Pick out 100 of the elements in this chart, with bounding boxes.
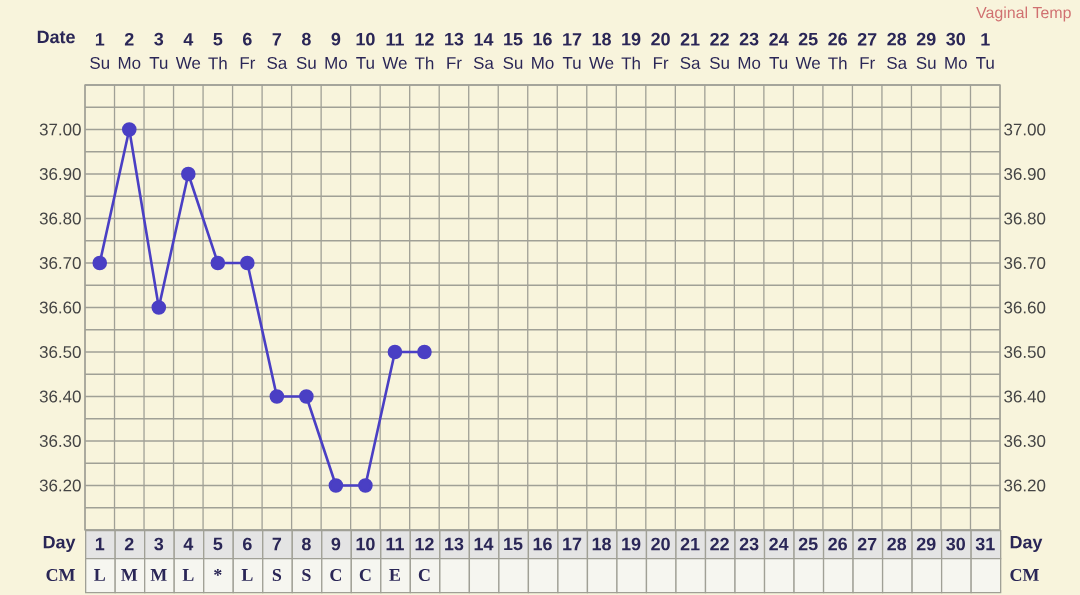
x-tick-label: 25 [798,537,818,551]
point [269,389,285,404]
x-tick-label: 5 [213,537,223,551]
text: Th [828,56,847,70]
x2-tick-label: 9 [331,32,341,46]
y-tick-label: 36.90 [39,168,81,180]
x-tick-label: 16 [533,537,552,551]
text: Tu [562,57,581,69]
text: Fr [240,57,256,69]
point [92,255,108,271]
text: * [214,569,222,576]
x-tick-label: 2 [124,537,134,551]
y2-tick-label: 36.50 [1004,346,1046,358]
text: Mo [325,57,347,69]
text: Th [414,56,434,70]
x2-tick-label: 27 [857,32,877,46]
text: E [389,569,400,581]
x-tick-label: 23 [739,537,759,551]
text: M [150,569,167,581]
x-tick-label: 14 [474,537,494,551]
point [328,478,344,493]
text: Mo [532,57,554,69]
y2-tick-label: 36.60 [1004,301,1046,314]
x2-tick-label: 25 [798,32,818,46]
x-tick-label: 19 [622,537,641,551]
x-tick-label: 26 [828,537,847,551]
x2-tick-label: 26 [828,32,847,46]
x2-tick-label: 18 [592,32,611,46]
text: C [359,568,371,582]
text: Tu [769,57,788,69]
x-tick-label: 11 [386,537,404,551]
x2-tick-label: 24 [769,32,789,46]
x-tick-label: 15 [504,537,523,551]
x2-tick-label: 2 [124,32,134,46]
y2-tick-label: 36.70 [1004,257,1046,269]
point [417,344,432,360]
y-tick-label: 36.60 [39,301,81,314]
x2-tick-label: 30 [946,32,965,46]
x2-tick-label: 17 [563,33,582,46]
text: Th [208,56,227,70]
text: Sa [887,57,908,69]
text: Tu [976,57,994,69]
text: S [272,568,282,582]
point [151,300,167,315]
y2-tick-label: 36.30 [1004,435,1046,447]
x-tick-label: 17 [563,537,582,551]
text: Su [90,57,109,69]
text: L [94,569,105,581]
text: Su [503,57,523,69]
x2-tick-label: 15 [504,32,523,46]
text: Sa [473,57,494,69]
x-tick-label: 22 [710,537,729,551]
x-tick-label: 12 [415,537,434,551]
text: C [330,568,342,582]
x2-tick-label: 29 [916,32,936,46]
text: CM [1010,568,1039,582]
text: Sa [680,57,701,69]
x-tick-label: 8 [301,537,311,551]
x2-tick-label: 10 [356,32,375,46]
x2-tick-label: 19 [622,32,641,46]
y2-tick-label: 36.80 [1004,212,1046,225]
x2-tick-label: 21 [680,32,700,46]
x2-tick-label: 8 [301,32,311,46]
y-tick-label: 36.50 [39,346,81,358]
x2-tick-label: 7 [272,33,282,46]
text: L [241,569,253,581]
y-tick-label: 36.30 [39,435,81,447]
x-tick-label: 3 [154,537,164,551]
x2-tick-label: 5 [213,32,223,46]
y-tick-label: 36.20 [39,479,81,492]
x2-tick-label: 4 [183,33,194,46]
x2-tick-label: 14 [474,33,494,46]
point [240,255,255,271]
x-tick-label: 4 [183,537,194,551]
text: Sa [267,57,288,69]
text: Vaginal Temp [976,6,1071,22]
text: Day [1010,535,1043,553]
x2-tick-label: 3 [154,32,164,46]
x2-tick-label: 16 [533,32,552,46]
y2-tick-label: 37.00 [1004,123,1046,136]
text: S [302,568,311,582]
x-tick-label: 6 [243,537,252,551]
x2-tick-label: 28 [887,32,907,46]
text: We [589,57,614,69]
point [181,166,196,182]
text: We [795,57,820,69]
text: Su [916,57,936,69]
text: M [121,569,138,581]
x2-axis-title: Date [37,30,75,44]
x-tick-label: 20 [651,537,670,551]
y2-tick-label: 36.20 [1004,479,1046,492]
text: Su [710,57,729,69]
x-tick-label: 27 [857,537,877,551]
y-tick-label: 36.40 [39,390,81,403]
point [387,344,403,360]
text: Mo [738,57,761,69]
x2-tick-label: 1 [981,33,990,46]
x2-tick-label: 13 [445,32,464,46]
text: Mo [118,57,141,69]
text: Mo [945,57,967,69]
